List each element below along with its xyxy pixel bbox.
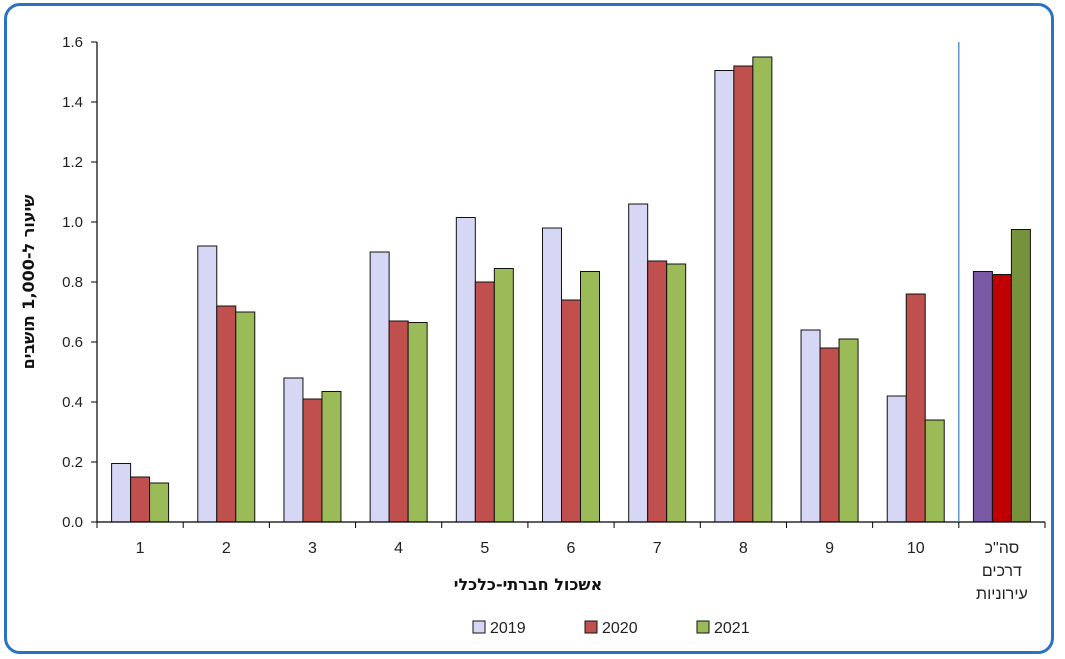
axes	[96, 42, 1046, 528]
bar-6-2021	[580, 271, 600, 523]
bar-2-2019	[197, 245, 218, 523]
y-axis-title: שיעור ל-1,000 תושבים	[19, 195, 38, 370]
bars	[111, 56, 1031, 523]
y-tick-label: 0.0	[62, 514, 83, 531]
legend: 2019 2020 2021	[472, 620, 750, 637]
chart-frame	[4, 3, 1054, 654]
bar-10-2019	[886, 395, 907, 523]
bar-4-2020	[388, 320, 409, 523]
bar-7-2020	[647, 260, 668, 523]
bar-5-2019	[455, 217, 476, 523]
bar-6-2020	[561, 299, 581, 523]
bar-1-2019	[111, 463, 132, 523]
x-axis-title: אשכול חברתי-כלכלי	[454, 575, 602, 594]
bar-7-2019	[628, 203, 649, 523]
bar-total-2019	[972, 271, 993, 523]
bar-2-2020	[216, 305, 237, 523]
bar-3-2019	[283, 377, 304, 523]
bar-7-2021	[666, 263, 687, 523]
bar-10-2020	[905, 293, 926, 523]
y-tick-label: 0.4	[62, 394, 83, 411]
x-tick-label: 8	[739, 540, 748, 557]
y-tick-label: 0.8	[62, 274, 83, 291]
x-tick-label: 6	[567, 540, 576, 557]
bar-6-2019	[542, 227, 562, 523]
legend-label-2019: 2019	[490, 620, 526, 637]
bar-total-2021	[1010, 229, 1031, 523]
bar-4-2019	[369, 251, 390, 523]
y-tick-label: 1.6	[62, 34, 83, 51]
legend-swatch-2019	[472, 620, 486, 634]
legend-label-2020: 2020	[602, 620, 638, 637]
bar-8-2019	[714, 70, 735, 523]
bar-9-2020	[819, 347, 840, 523]
bar-4-2021	[407, 322, 428, 523]
legend-label-2021: 2021	[714, 620, 750, 637]
bar-1-2021	[149, 482, 170, 523]
total-category-label: סה"כ	[985, 540, 1020, 557]
x-tick-label: 5	[480, 540, 489, 557]
y-tick-label: 0.2	[62, 454, 83, 471]
x-tick-label: 1	[136, 540, 145, 557]
bar-8-2021	[752, 56, 773, 523]
bar-total-2020	[991, 274, 1012, 523]
bar-3-2021	[321, 391, 342, 523]
y-tick-label: 1.0	[62, 214, 83, 231]
legend-swatch-2021	[696, 620, 710, 634]
bar-3-2020	[302, 398, 323, 523]
x-tick-label: 7	[653, 540, 662, 557]
x-tick-label: 9	[825, 540, 834, 557]
bar-5-2021	[493, 268, 514, 523]
bar-2-2021	[235, 311, 256, 523]
total-category-label: עירוניות	[976, 586, 1028, 603]
x-tick-label: 2	[222, 540, 231, 557]
x-tick-label: 3	[308, 540, 317, 557]
bar-10-2021	[924, 419, 945, 523]
y-axis-ticks: 0.0 0.2 0.4 0.6 0.8 1.0 1.2 1.4 1.6	[62, 34, 97, 531]
x-tick-label: 10	[907, 540, 925, 557]
category-labels: 1 2 3 4 5 6 7 8 9 10 סה"כ דרכים עירוניות	[136, 540, 1028, 603]
y-tick-label: 1.2	[62, 154, 83, 171]
bar-1-2020	[130, 476, 151, 523]
x-tick-label: 4	[394, 540, 403, 557]
bar-8-2020	[733, 65, 754, 523]
legend-swatch-2020	[584, 620, 598, 634]
bar-5-2020	[474, 281, 495, 523]
y-tick-label: 1.4	[62, 94, 83, 111]
total-category-label: דרכים	[982, 563, 1022, 580]
bar-9-2021	[838, 338, 859, 523]
y-tick-label: 0.6	[62, 334, 83, 351]
bar-9-2019	[800, 329, 821, 523]
